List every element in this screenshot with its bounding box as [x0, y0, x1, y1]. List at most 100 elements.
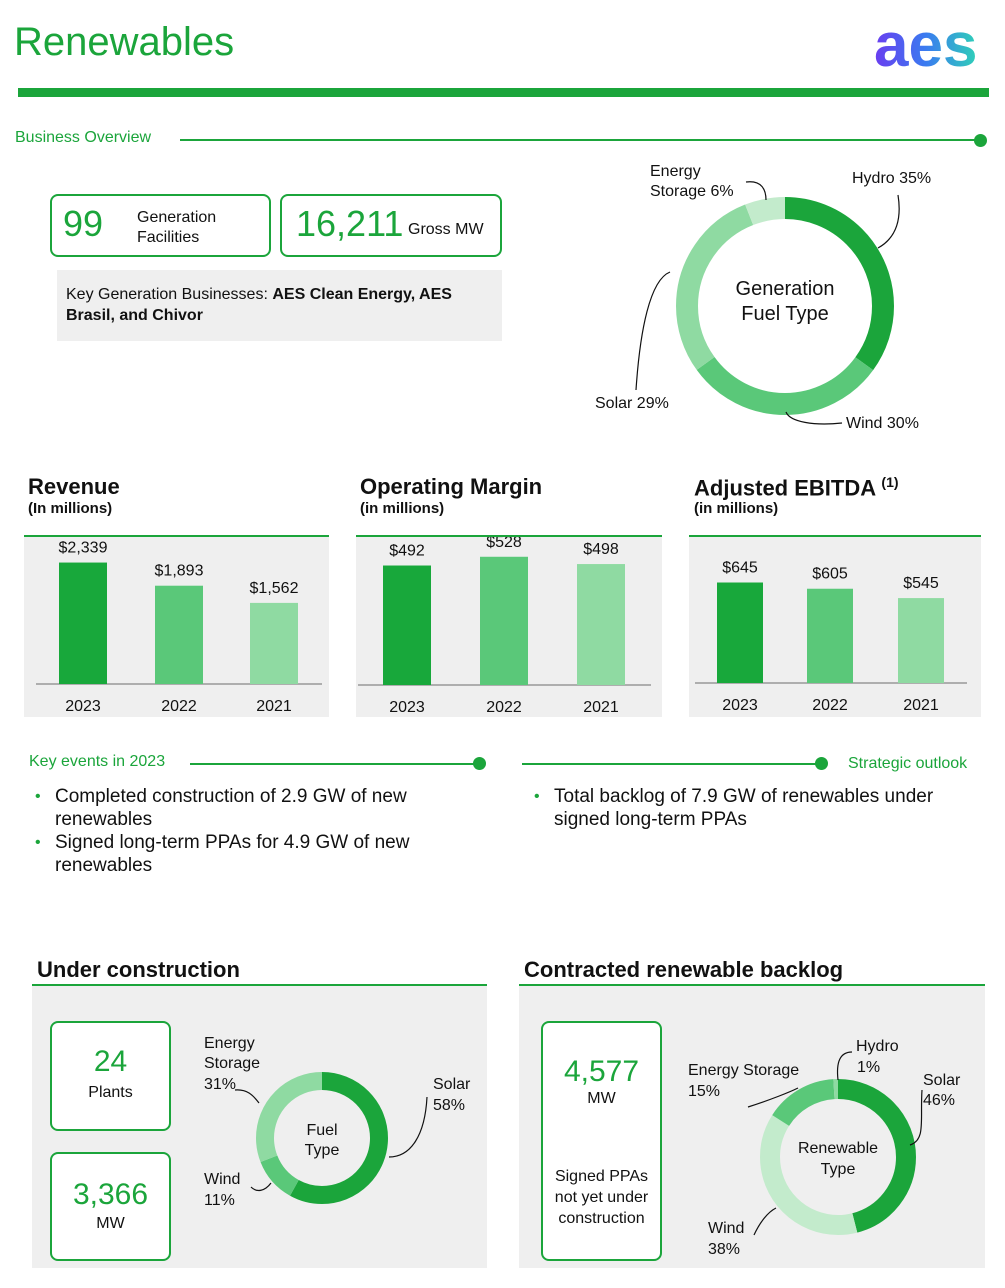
backlog-storage-leader	[747, 1087, 799, 1108]
hydro-label: Hydro 35%	[852, 170, 931, 187]
category-tick-label: 2021	[583, 699, 619, 716]
plants-label: Plants	[88, 1084, 133, 1101]
backlog-solar-2: 46%	[923, 1092, 955, 1109]
category-tick-label: 2022	[812, 697, 848, 714]
generation-center-2: Fuel Type	[741, 303, 828, 325]
bar-2021	[898, 598, 944, 683]
bar-value-label: $545	[903, 575, 939, 592]
strategic-outlook-list: Total backlog of 7.9 GW of renewables un…	[527, 785, 997, 831]
donut-slice-hydro	[760, 1079, 916, 1235]
category-tick-label: 2023	[722, 697, 758, 714]
backlog-title: Contracted renewable backlog	[524, 957, 844, 982]
bar-2022	[807, 588, 853, 683]
backlog-storage-2: 15%	[688, 1083, 720, 1100]
backlog-desc-2: not yet under	[554, 1189, 649, 1206]
construction-wind-1: Wind	[204, 1171, 240, 1188]
backlog-hydro-2: 1%	[857, 1059, 880, 1076]
plants-kpi: 24 Plants	[50, 1021, 171, 1131]
key-event-item: Completed construction of 2.9 GW of new …	[28, 785, 488, 831]
construction-center-2: Type	[305, 1142, 340, 1159]
key-event-1-line-2: renewables	[55, 809, 153, 830]
plants-value: 24	[93, 1045, 128, 1078]
backlog-mw-value: 4,577	[563, 1055, 640, 1088]
outlook-dot	[815, 757, 828, 770]
key-businesses-box: Key Generation Businesses: AES Clean Ene…	[57, 270, 502, 341]
backlog-solar-leader	[909, 1089, 923, 1146]
ebitda-title: Adjusted EBITDA (1)	[694, 474, 899, 501]
category-tick-label: 2021	[903, 697, 939, 714]
bar-value-label: $492	[389, 543, 425, 560]
bar-value-label: $498	[583, 541, 619, 558]
ebitda-chart: $645 2023 $605 2022 $545 2021	[695, 560, 967, 714]
outlook-1-line-2: signed long-term PPAs	[554, 809, 747, 830]
revenue-title: Revenue	[28, 474, 120, 499]
aes-logo: aes	[874, 14, 977, 74]
category-tick-label: 2022	[486, 699, 522, 716]
donut-slice-wind	[676, 197, 894, 415]
under-construction-title: Under construction	[37, 957, 240, 982]
gross-mw-value: 16,211	[296, 203, 404, 244]
bar-2021	[250, 602, 298, 684]
strategic-outlook-label: Strategic outlook	[848, 755, 968, 772]
outlook-divider	[522, 763, 822, 765]
operating-margin-subtitle: (in millions)	[360, 500, 445, 517]
revenue-subtitle: (In millions)	[28, 500, 113, 517]
bar-value-label: $2,339	[59, 540, 108, 557]
key-event-2-line-2: renewables	[55, 855, 153, 876]
logo-text: aes	[874, 14, 977, 74]
bar-value-label: $1,893	[155, 563, 204, 580]
bar-2023	[59, 562, 107, 684]
construction-center-1: Fuel	[306, 1122, 337, 1139]
backlog-hydro-1: Hydro	[856, 1038, 899, 1055]
backlog-solar-1: Solar	[923, 1072, 961, 1089]
construction-storage-2: Storage	[204, 1055, 260, 1072]
key-events-label: Key events in 2023	[29, 753, 166, 770]
construction-mw-label: MW	[96, 1215, 125, 1232]
ebitda-subtitle: (in millions)	[694, 500, 779, 517]
facilities-value: 99	[63, 203, 104, 244]
key-event-2-line-1: Signed long-term PPAs for 4.9 GW of new	[55, 832, 410, 853]
bar-value-label: $528	[486, 537, 522, 551]
section-dot	[974, 134, 987, 147]
construction-storage-3: 31%	[204, 1076, 236, 1093]
outlook-1-line-1: Total backlog of 7.9 GW of renewables un…	[554, 786, 934, 807]
bar-2023	[717, 582, 763, 683]
construction-mw-kpi: 3,366 MW	[50, 1152, 171, 1261]
backlog-hydro-leader	[836, 1051, 853, 1081]
facilities-label-2: Facilities	[137, 229, 200, 246]
key-events-list: Completed construction of 2.9 GW of new …	[28, 785, 488, 877]
construction-donut-slices	[256, 1072, 388, 1204]
facilities-label-1: Generation	[137, 209, 217, 226]
backlog-wind-2: 38%	[708, 1241, 740, 1258]
backlog-desc-1: Signed PPAs	[554, 1168, 649, 1185]
backlog-wind-1: Wind	[708, 1220, 744, 1237]
generation-donut-slices	[676, 197, 894, 415]
donut-slice-solar	[676, 197, 894, 415]
backlog-kpi: 4,577 MW Signed PPAs not yet under const…	[541, 1021, 662, 1261]
outlook-item: Total backlog of 7.9 GW of renewables un…	[527, 785, 997, 831]
solar-label: Solar 29%	[595, 395, 669, 412]
construction-storage-leader	[234, 1089, 260, 1104]
revenue-panel: $2,339 2023 $1,893 2022 $1,562 2021	[24, 535, 329, 717]
bar-2023	[383, 565, 431, 685]
bar-2021	[577, 564, 625, 685]
storage-leader	[745, 181, 767, 201]
construction-wind-leader	[250, 1182, 272, 1192]
gross-mw-label: Gross MW	[408, 221, 484, 238]
construction-fuel-donut: Fuel Type Energy Storage 31% Solar 58% W…	[204, 1035, 471, 1209]
bar-2022	[480, 556, 528, 685]
revenue-chart: $2,339 2023 $1,893 2022 $1,562 2021	[36, 540, 322, 715]
operating-margin-title: Operating Margin	[360, 474, 543, 499]
construction-solar-leader	[388, 1096, 428, 1158]
operating-margin-chart: $492 2023 $528 2022 $498 2021	[358, 534, 651, 716]
bar-value-label: $645	[722, 560, 758, 577]
category-tick-label: 2022	[161, 698, 197, 715]
key-events-dot	[473, 757, 486, 770]
gross-mw-kpi: 16,211 Gross MW	[280, 194, 502, 257]
hydro-leader	[877, 194, 900, 249]
backlog-donut-slices	[760, 1079, 916, 1235]
construction-storage-1: Energy	[204, 1035, 255, 1052]
key-businesses-bold-1: AES Clean Energy, AES	[272, 286, 452, 303]
donut-slice-energy-storage	[256, 1072, 388, 1204]
page-title: Renewables	[14, 20, 235, 64]
